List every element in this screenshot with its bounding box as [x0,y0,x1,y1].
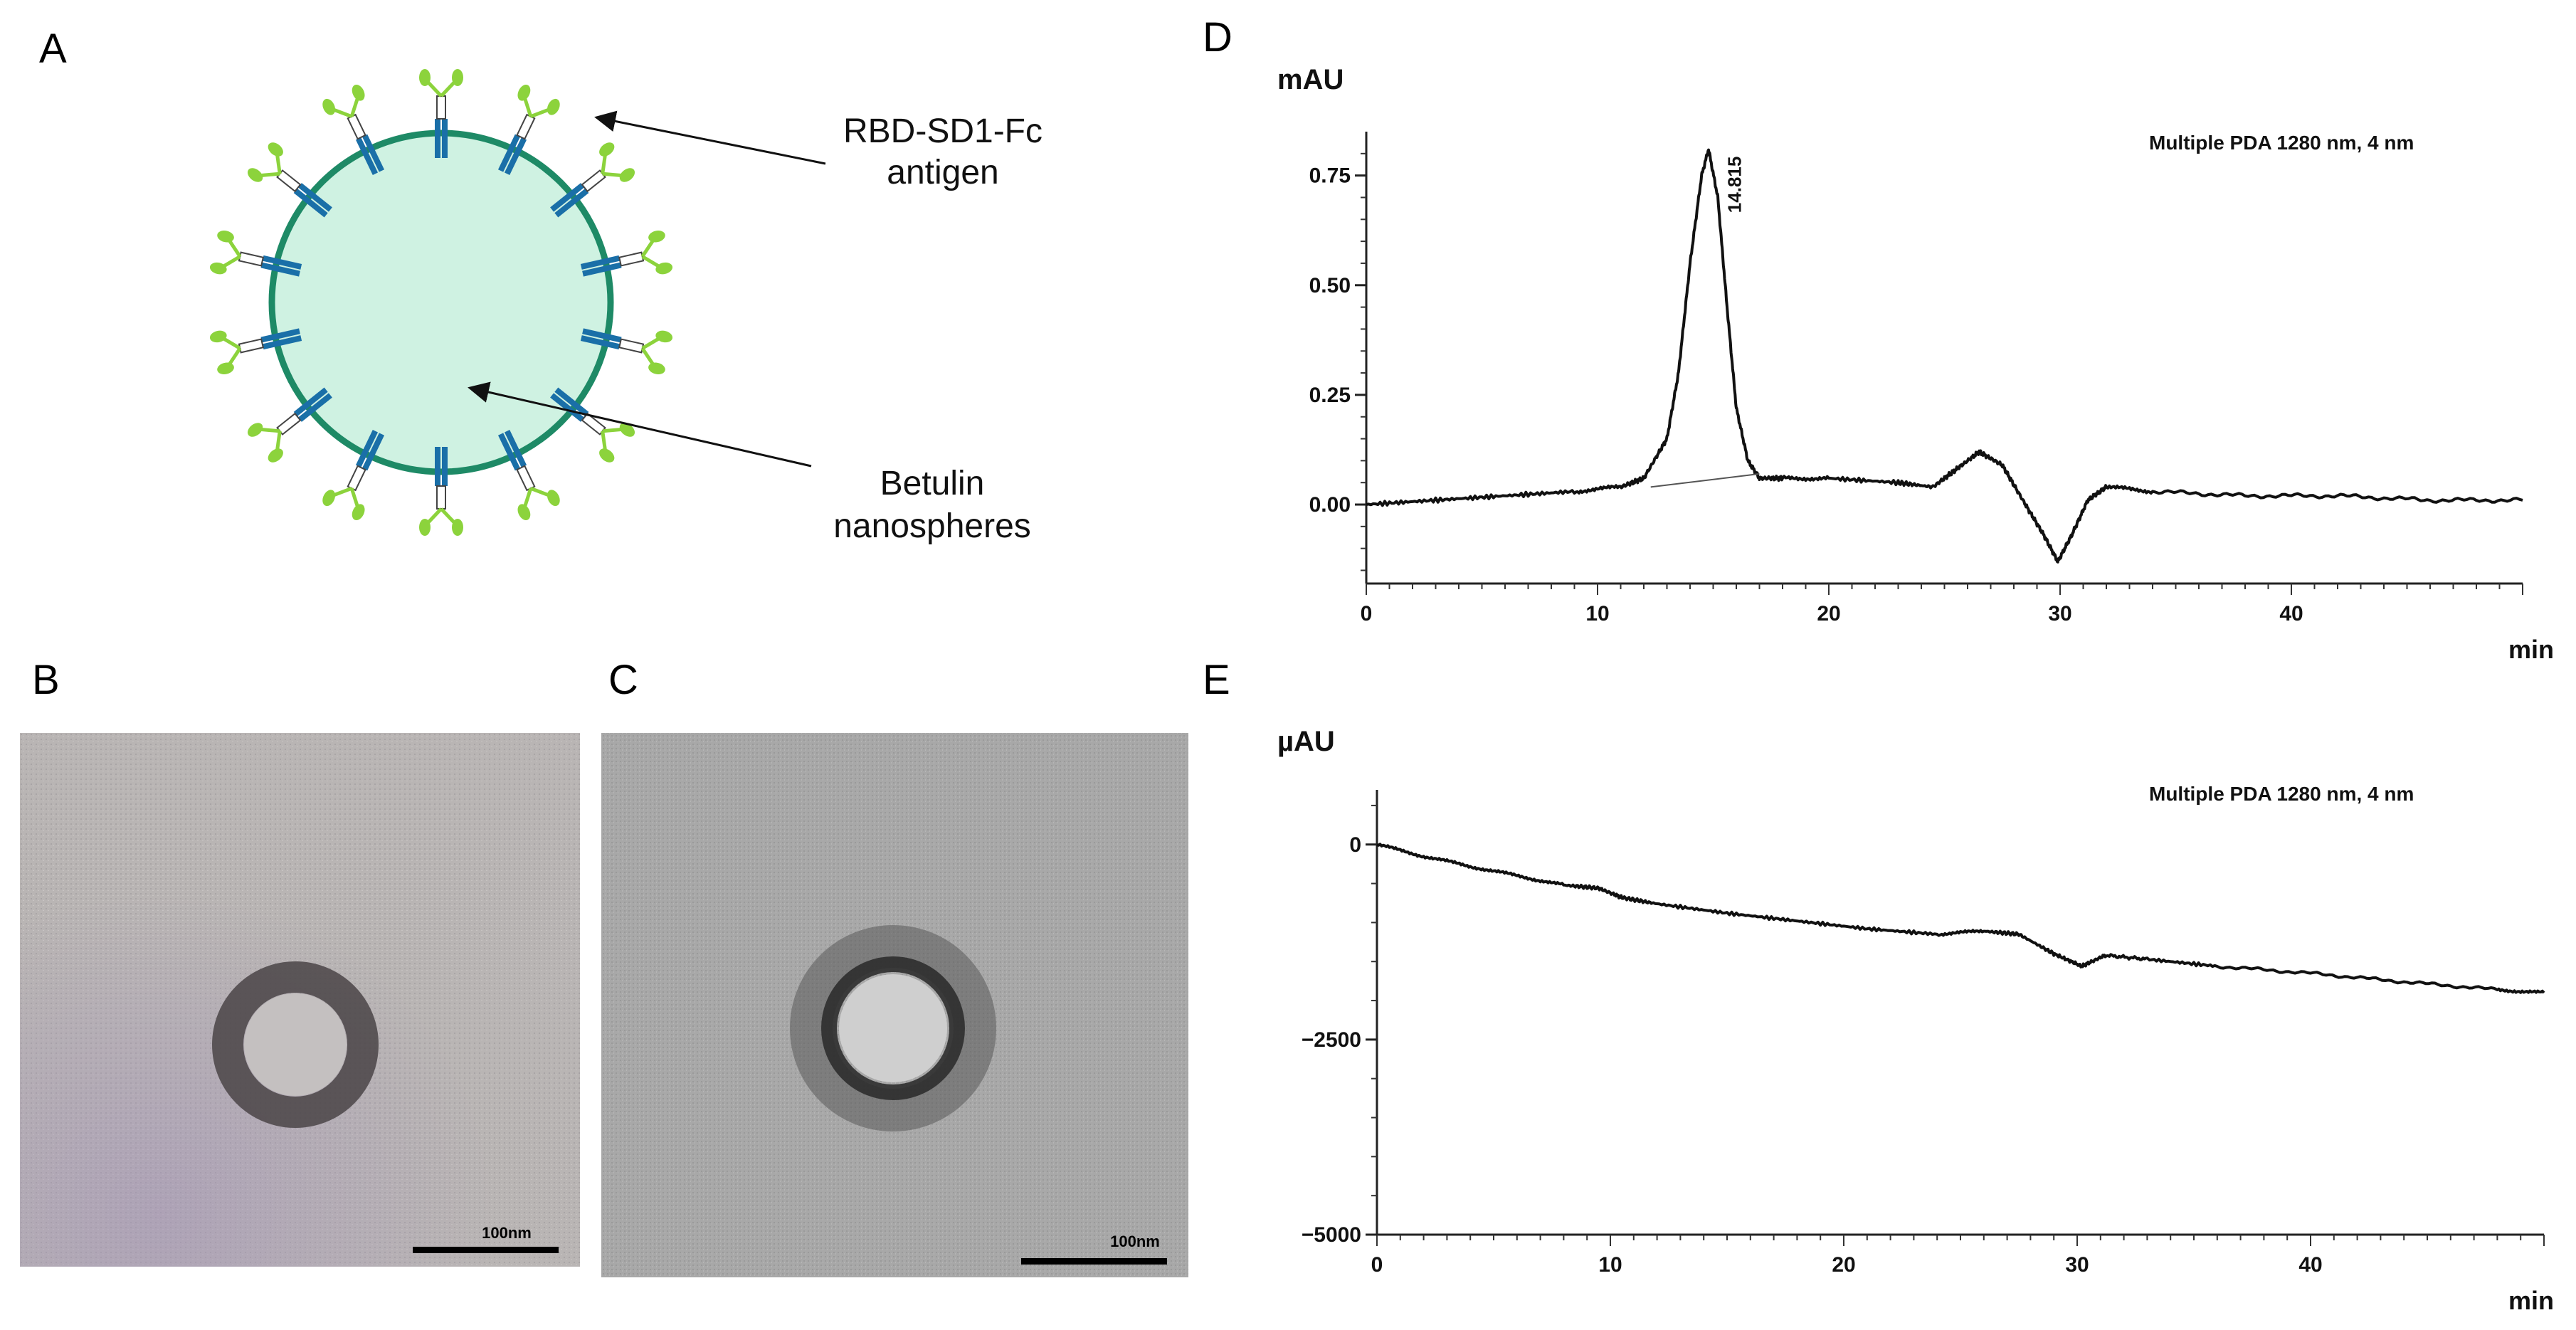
particle-halo-c [821,956,965,1100]
series-line [1376,843,2545,994]
x-tick-label: 0 [1361,602,1373,626]
chart-e-xlabel: min [2508,1286,2554,1315]
y-tick-label: −5000 [1302,1223,1361,1247]
panel-d-label: D [1203,14,1232,60]
nanosphere-label-line1: Betulin [880,465,985,502]
chart-d-ylabel: mAU [1277,64,1344,95]
panel-c: C 100nm [601,657,1188,1277]
panel-a-label: A [39,26,67,72]
x-tick-label: 20 [1817,602,1840,626]
nanosphere-arrow [468,381,812,468]
y-tick-label: 0.25 [1309,384,1351,407]
x-tick-label: 40 [2298,1253,2322,1277]
particle-halo-b [212,961,379,1128]
chart-e-annotation: Multiple PDA 1280 nm, 4 nm [2149,783,2414,805]
x-tick-label: 20 [1832,1253,1855,1277]
integration-baseline [1650,473,1760,488]
scale-bar-b [413,1247,559,1253]
panel-e-label: E [1203,657,1230,703]
chart-e-ylabel: µAU [1277,726,1335,757]
panel-c-label: C [608,657,638,703]
y-tick-label: 0.50 [1309,274,1351,297]
antigen-arrow [594,110,826,165]
y-tick-label: 0.75 [1309,164,1351,188]
panel-b-label: B [32,657,60,703]
chart-d-annotation: Multiple PDA 1280 nm, 4 nm [2149,132,2414,154]
x-tick-label: 30 [2048,602,2071,626]
particle-core-b [244,993,347,1096]
scale-bar-label-b: 100nm [482,1224,532,1242]
x-tick-label: 10 [1585,602,1609,626]
panel-e: E µAU Multiple PDA 1280 nm, 4 nm min 0 10… [1203,657,2554,1315]
panel-d: D mAU Multiple PDA 1280 nm, 4 nm min 0 10… [1203,14,2554,664]
particle-core-c [839,974,947,1082]
nanosphere-label-line2: nanospheres [833,507,1031,545]
antigen-label-line1: RBD-SD1-Fc [843,112,1042,150]
chart-d-xlabel: min [2508,635,2554,664]
y-tick-label: 0 [1349,833,1361,857]
scale-bar-c [1021,1258,1167,1265]
chart-d: 0 10 20 30 40 0.00 0.25 0.50 0.75 14.815 [1309,132,2523,626]
series-line [1366,148,2523,564]
x-tick-label: 0 [1371,1253,1383,1277]
panel-b: B 100nm [20,657,580,1267]
x-tick-label: 10 [1598,1253,1622,1277]
x-tick-label: 30 [2065,1253,2089,1277]
scale-bar-label-c: 100nm [1110,1233,1160,1250]
peak-label: 14.815 [1724,157,1745,213]
x-tick-label: 40 [2279,602,2303,626]
y-tick-label: 0.00 [1309,493,1351,517]
chart-e: 0 10 20 30 40 0 −2500 −5000 [1302,790,2545,1277]
antigen-label-line2: antigen [887,154,998,191]
y-tick-label: −2500 [1302,1028,1361,1052]
panel-a: A RBD-SD1-Fc antigen Betulin nanospheres [39,26,1042,545]
betulin-nanosphere [268,130,614,475]
